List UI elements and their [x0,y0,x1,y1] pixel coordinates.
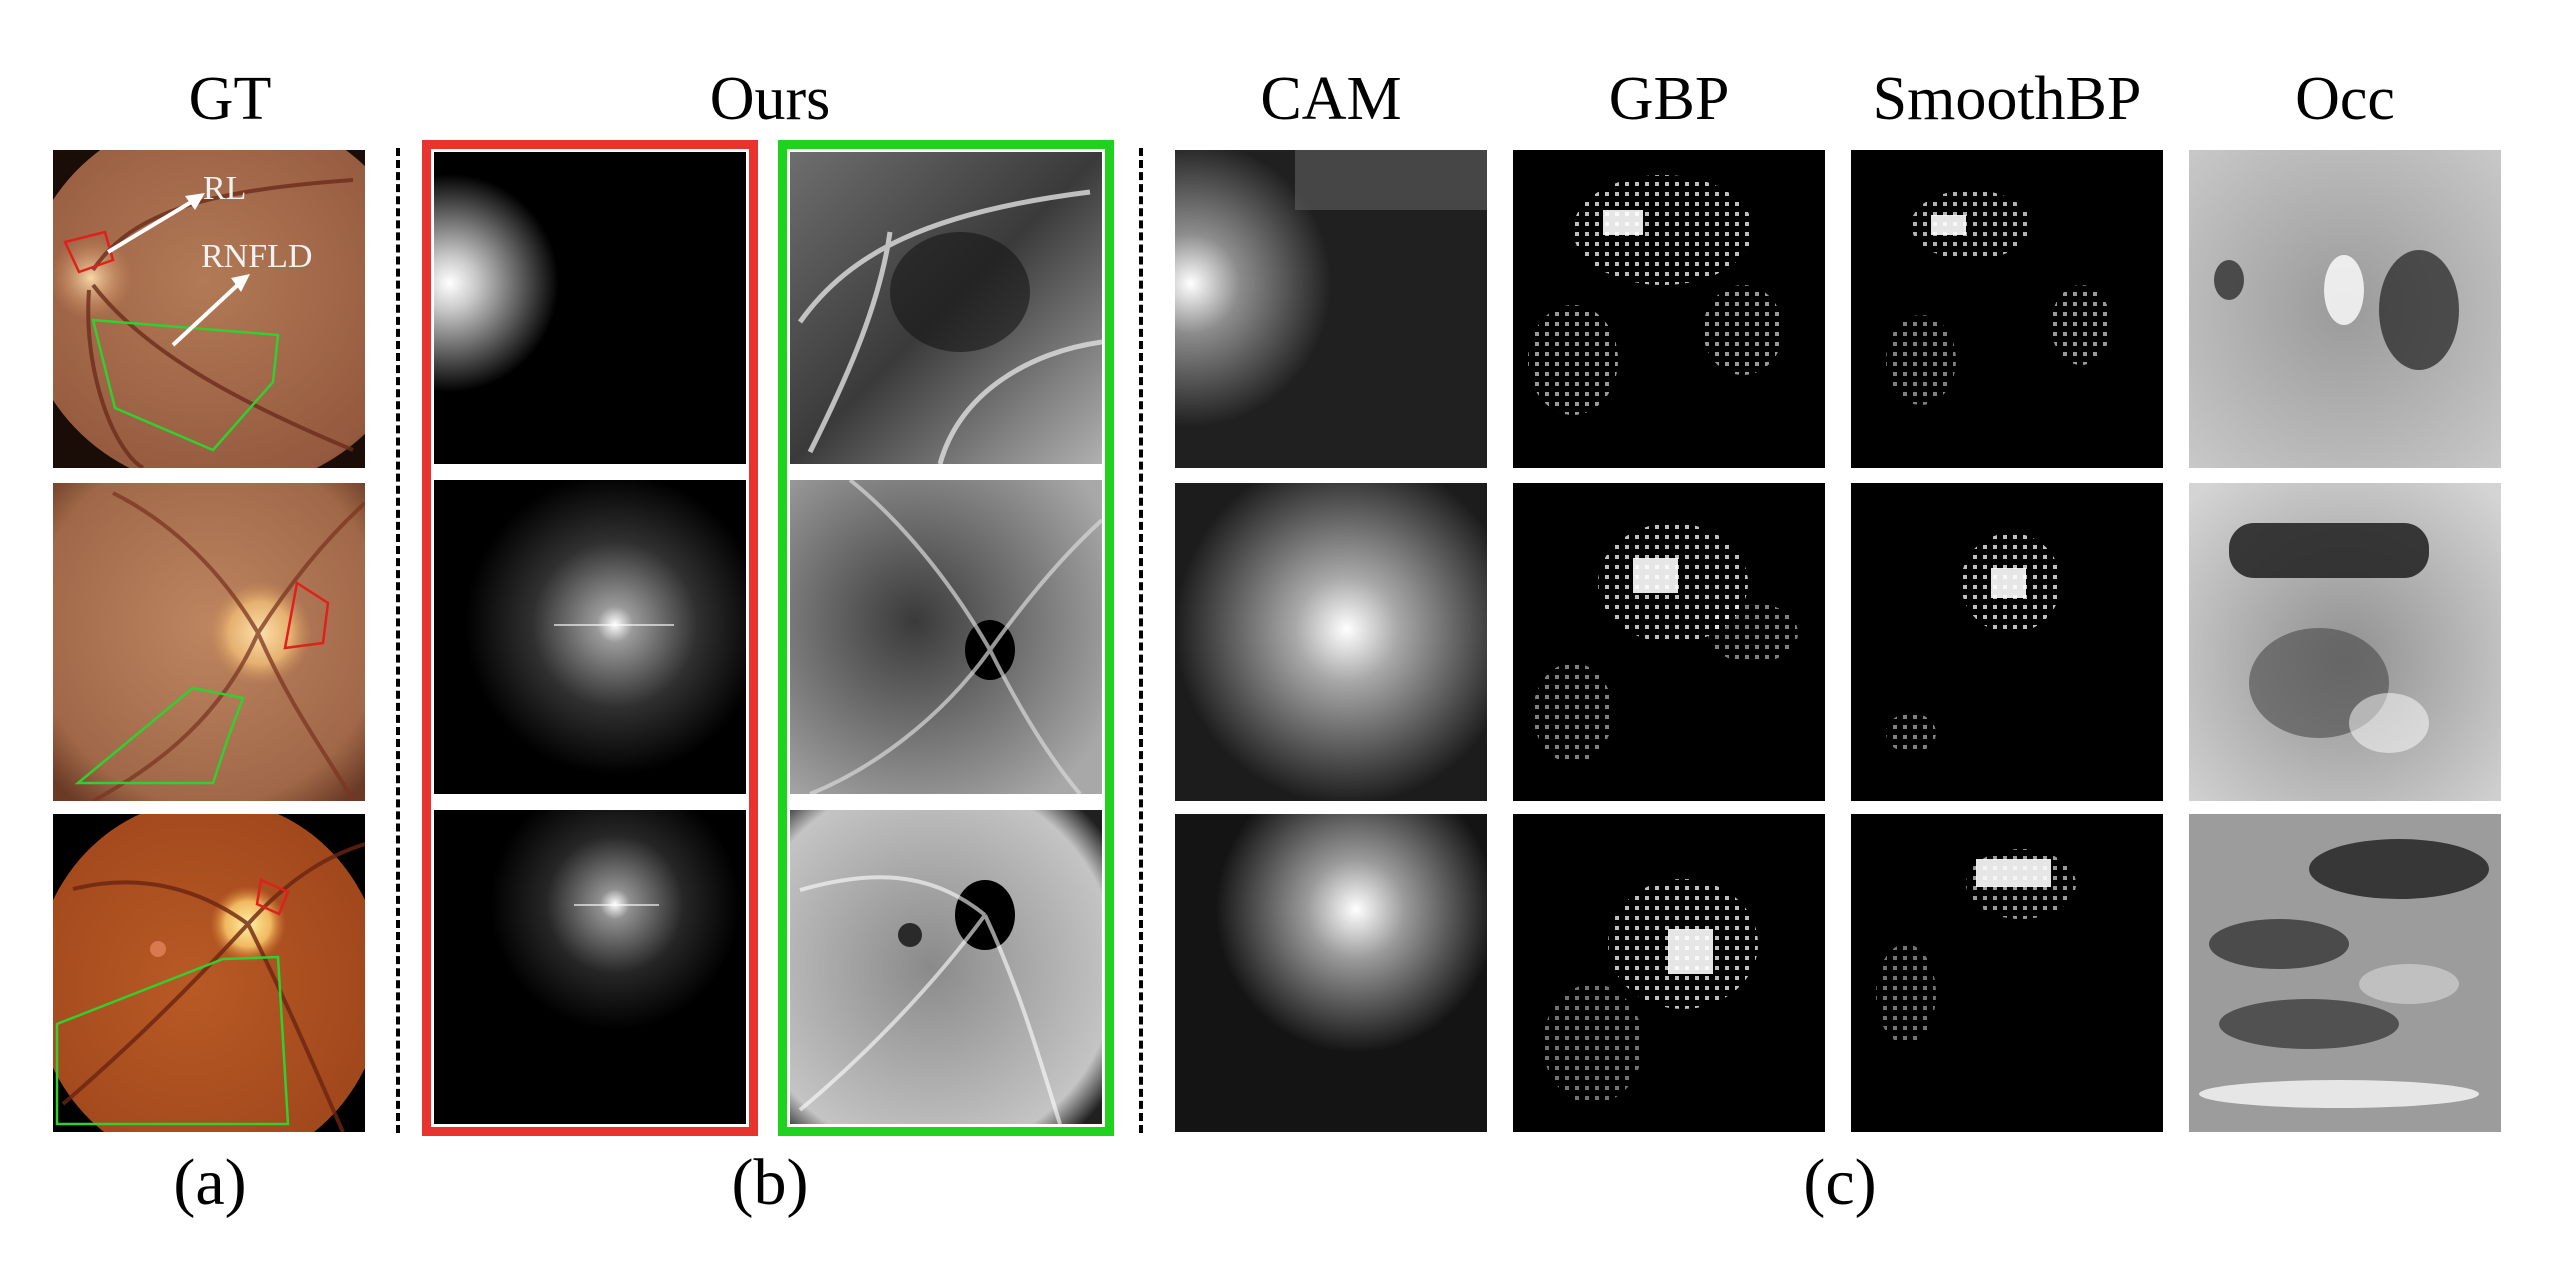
label-rnfld: RNFLD [201,238,313,275]
ours-red-frame [422,140,758,1136]
column-title-ours: Ours [709,65,831,133]
label-rl: RL [203,170,247,207]
cam-map-row1 [1175,150,1487,468]
column-title-cam: CAM [1260,65,1402,133]
occ-map-row3 [2189,814,2501,1132]
ours-gradient-row2 [790,480,1102,794]
smoothbp-map-row3 [1851,814,2163,1132]
gbp-map-row3 [1513,814,1825,1132]
gbp-map-row1 [1513,150,1825,468]
ours-saliency-row1 [434,152,746,464]
smoothbp-map-row1 [1851,150,2163,468]
ours-saliency-row2 [434,480,746,794]
occ-map-row2 [2189,483,2501,801]
divider-right [1139,148,1143,1133]
panel-label-a: (a) [173,1146,247,1219]
ours-gradient-row3 [790,810,1102,1124]
gbp-map-row2 [1513,483,1825,801]
panel-label-b: (b) [731,1146,809,1219]
ours-saliency-row3 [434,810,746,1124]
gt-image-row1: RL RNFLD [53,150,365,468]
occ-map-row1 [2189,150,2501,468]
smoothbp-map-row2 [1851,483,2163,801]
cam-map-row3 [1175,814,1487,1132]
column-title-occ: Occ [2295,65,2395,133]
column-title-smoothbp: SmoothBP [1872,65,2142,133]
cam-map-row2 [1175,483,1487,801]
ours-green-frame [778,140,1114,1136]
panel-label-c: (c) [1803,1146,1877,1219]
column-title-gt: GT [188,65,272,133]
gt-image-row3 [53,814,365,1132]
gt-image-row2 [53,483,365,801]
column-title-gbp: GBP [1608,65,1730,133]
divider-left [396,148,400,1133]
ours-gradient-row1 [790,152,1102,464]
